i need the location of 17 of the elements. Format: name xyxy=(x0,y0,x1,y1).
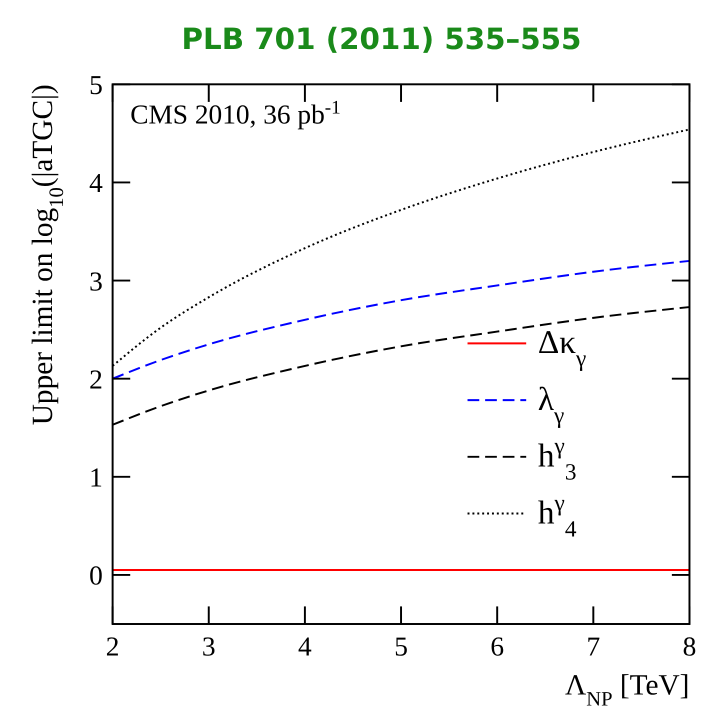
legend-label: Δκ$_{γ}$ xyxy=(538,324,586,372)
y-tick-label: 2 xyxy=(89,364,103,394)
annotation: CMS 2010, 36 pb$^{-1}$ xyxy=(130,96,341,130)
x-axis-title: Λ$_{NP}$ [TeV] xyxy=(565,669,690,710)
x-tick-label: 8 xyxy=(682,631,696,662)
y-tick-label: 5 xyxy=(89,70,103,100)
legend-label: λ$_{γ}$ xyxy=(538,380,564,429)
chart-title: PLB 701 (2011) 535–555 xyxy=(182,22,582,56)
x-tick-label: 4 xyxy=(298,631,312,662)
y-tick-label: 0 xyxy=(89,560,103,591)
y-tick-label: 1 xyxy=(89,462,103,493)
x-tick-label: 5 xyxy=(394,631,408,662)
y-tick-label: 4 xyxy=(89,168,104,198)
x-tick-label: 3 xyxy=(202,631,216,662)
x-tick-label: 6 xyxy=(490,631,504,662)
x-tick-label: 7 xyxy=(586,631,600,662)
y-tick-label: 3 xyxy=(89,266,103,296)
